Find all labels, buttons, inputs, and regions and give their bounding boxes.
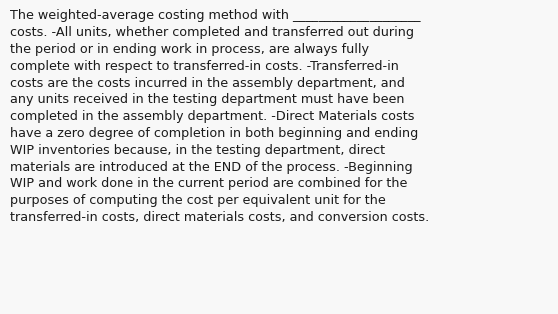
Text: The weighted-average costing method with ____________________
costs. -All units,: The weighted-average costing method with… xyxy=(10,9,429,224)
